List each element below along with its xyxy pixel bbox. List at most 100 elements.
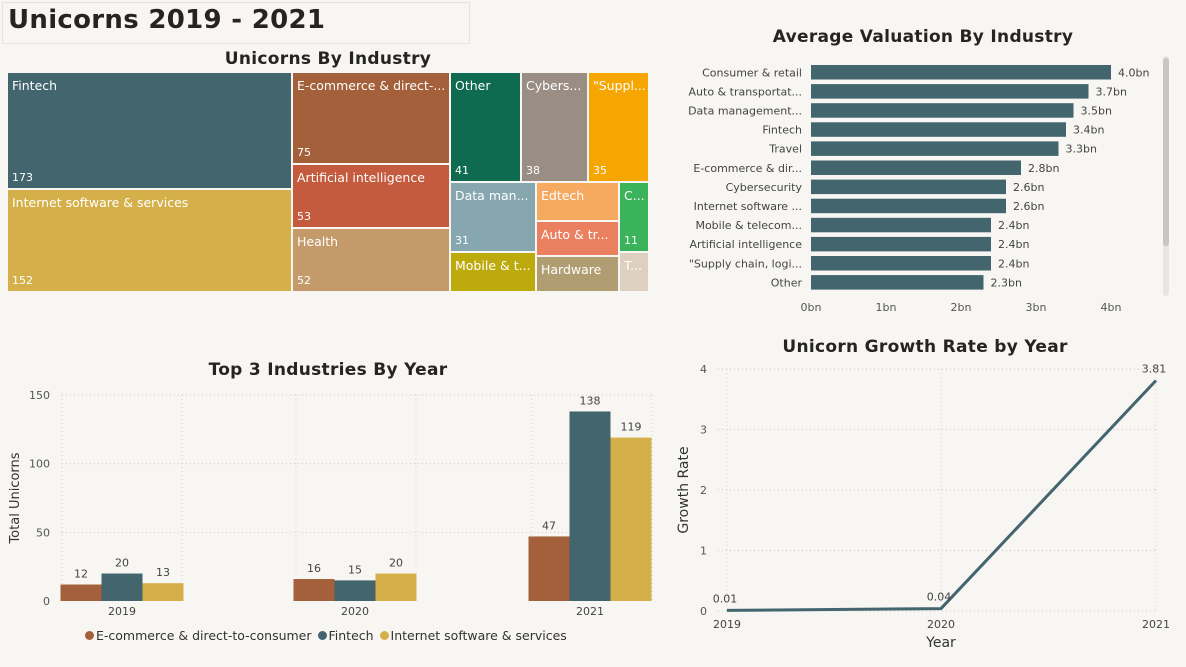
top3-data-label: 119 <box>621 421 642 434</box>
valuation-data-label: 4.0bn <box>1118 66 1149 79</box>
treemap-cell-label: Other <box>455 78 491 93</box>
treemap-cell-label: Internet software & services <box>12 195 189 210</box>
valuation-bar <box>811 198 1006 214</box>
legend-dot-icon <box>317 631 327 640</box>
treemap-cell-value: 31 <box>455 234 469 247</box>
valuation-data-label: 2.3bn <box>991 276 1022 289</box>
top3-bar <box>293 579 335 601</box>
valuation-category-label: Data management... <box>688 104 802 117</box>
valuation-scrollbar-thumb[interactable] <box>1163 58 1169 246</box>
treemap-cell[interactable]: Edtech <box>536 182 619 221</box>
valuation-xtick-label: 0bn <box>801 301 822 314</box>
valuation-bar <box>811 179 1006 195</box>
top3-data-label: 15 <box>348 563 362 576</box>
top3-data-label: 47 <box>542 519 556 532</box>
top3-bar <box>569 411 611 601</box>
top3-xtick-label: 2021 <box>576 605 604 618</box>
valuation-data-label: 2.6bn <box>1013 181 1044 194</box>
treemap-cell[interactable]: Other 41 <box>450 72 521 182</box>
top3-bar <box>334 580 376 601</box>
valuation-bar <box>811 122 1066 137</box>
treemap-cell-label: Health <box>297 234 339 249</box>
top3-data-label: 12 <box>74 568 88 581</box>
treemap-unicorns-by-industry[interactable]: Fintech 173 Internet software & services 15… <box>7 72 649 292</box>
growth-chart-title: Unicorn Growth Rate by Year <box>782 337 1068 357</box>
treemap-cell[interactable]: T... <box>619 252 649 292</box>
top3-bar <box>142 583 184 601</box>
top3-ytick-label: 150 <box>29 389 50 402</box>
top3-bar <box>610 437 652 601</box>
treemap-cell-value: 38 <box>526 164 540 177</box>
growth-xtick-label: 2019 <box>713 618 741 631</box>
title-box <box>2 2 470 44</box>
top3-data-label: 138 <box>580 394 601 407</box>
valuation-category-label: Mobile & telecom... <box>695 219 802 232</box>
valuation-bar <box>811 236 991 252</box>
treemap-cell[interactable]: Fintech 173 <box>7 72 292 189</box>
treemap-cell[interactable]: C... 11 <box>619 182 649 252</box>
treemap-cell[interactable]: "Suppl... 35 <box>588 72 649 182</box>
valuation-category-label: "Supply chain, logi... <box>689 257 802 270</box>
growth-y-axis-title: Growth Rate <box>676 446 692 533</box>
treemap-cell-value: 53 <box>297 210 311 223</box>
treemap-cell-value: 152 <box>12 274 33 287</box>
legend-item-ecommerce[interactable]: E-commerce & direct-to-consumer <box>85 628 312 643</box>
valuation-data-label: 2.4bn <box>998 238 1029 251</box>
treemap-cell[interactable]: Internet software & services 152 <box>7 189 292 292</box>
treemap-cell-label: E-commerce & direct-... <box>297 78 446 93</box>
treemap-cell-label: Data man... <box>455 188 529 203</box>
treemap-cell[interactable]: Auto & tr... <box>536 221 619 256</box>
top3-bar <box>375 573 417 601</box>
treemap-cell[interactable]: Cybers... 38 <box>521 72 588 182</box>
treemap-cell-label: Edtech <box>541 188 585 203</box>
treemap-cell-label: Hardware <box>541 262 602 277</box>
valuation-bar <box>811 160 1021 175</box>
treemap-cell[interactable]: Mobile & t... <box>450 252 536 292</box>
valuation-xtick-label: 1bn <box>876 301 897 314</box>
growth-line-chart[interactable]: 0 1 2 3 4 0.01 2019 0.04 2020 3.81 2021 Year Growth … <box>670 358 1186 658</box>
valuation-category-label: Fintech <box>762 124 802 137</box>
treemap-cell[interactable]: Artificial intelligence 53 <box>292 164 450 228</box>
treemap-cell-label: Artificial intelligence <box>297 170 425 185</box>
valuation-bar <box>811 275 984 290</box>
treemap-cell[interactable]: Data man... 31 <box>450 182 536 252</box>
valuation-xtick-label: 4bn <box>1101 301 1122 314</box>
valuation-data-label: 2.4bn <box>998 257 1029 270</box>
treemap-cell[interactable]: Health 52 <box>292 228 450 292</box>
valuation-data-label: 3.3bn <box>1066 143 1097 156</box>
top3-chart-title: Top 3 Industries By Year <box>208 360 448 380</box>
treemap-cell-label: C... <box>624 188 645 203</box>
treemap-title: Unicorns By Industry <box>224 49 432 69</box>
treemap-cell-label: T... <box>624 258 643 273</box>
valuation-category-label: Travel <box>768 143 802 156</box>
top3-y-axis-title: Total Unicorns <box>8 452 23 544</box>
treemap-cell-value: 35 <box>593 164 607 177</box>
valuation-category-label: Auto & transportat... <box>689 85 802 98</box>
treemap-cell[interactable]: Hardware <box>536 256 619 292</box>
top3-ytick-label: 100 <box>29 458 50 471</box>
treemap-cell-label: Mobile & t... <box>455 258 531 273</box>
valuation-category-label: Cybersecurity <box>726 181 803 194</box>
top3-ytick-label: 50 <box>36 526 50 539</box>
legend-item-internet-software[interactable]: Internet software & services <box>379 628 567 643</box>
growth-x-axis-title: Year <box>925 635 956 651</box>
valuation-bar <box>811 84 1089 99</box>
treemap-cell-value: 41 <box>455 164 469 177</box>
top3-data-label: 20 <box>115 557 129 570</box>
legend-dot-icon <box>85 631 94 640</box>
growth-xtick-label: 2021 <box>1142 618 1170 631</box>
valuation-bar-chart[interactable]: Consumer & retail 4.0bn Auto & transportat… <box>680 58 1160 318</box>
treemap-cell[interactable]: E-commerce & direct-... 75 <box>292 72 450 164</box>
growth-ytick-label: 0 <box>700 605 707 618</box>
growth-ytick-label: 2 <box>700 484 707 497</box>
top3-bar <box>528 536 570 601</box>
top3-xtick-label: 2020 <box>341 605 369 618</box>
valuation-category-label: E-commerce & dir... <box>693 162 802 175</box>
top3-bar <box>60 584 102 601</box>
growth-series-line <box>726 379 1158 612</box>
growth-data-label: 0.01 <box>713 592 738 605</box>
top3-legend: E-commerce & direct-to-consumer Fintech … <box>85 628 569 643</box>
top3-bar <box>101 573 143 601</box>
legend-item-fintech[interactable]: Fintech <box>317 628 374 643</box>
